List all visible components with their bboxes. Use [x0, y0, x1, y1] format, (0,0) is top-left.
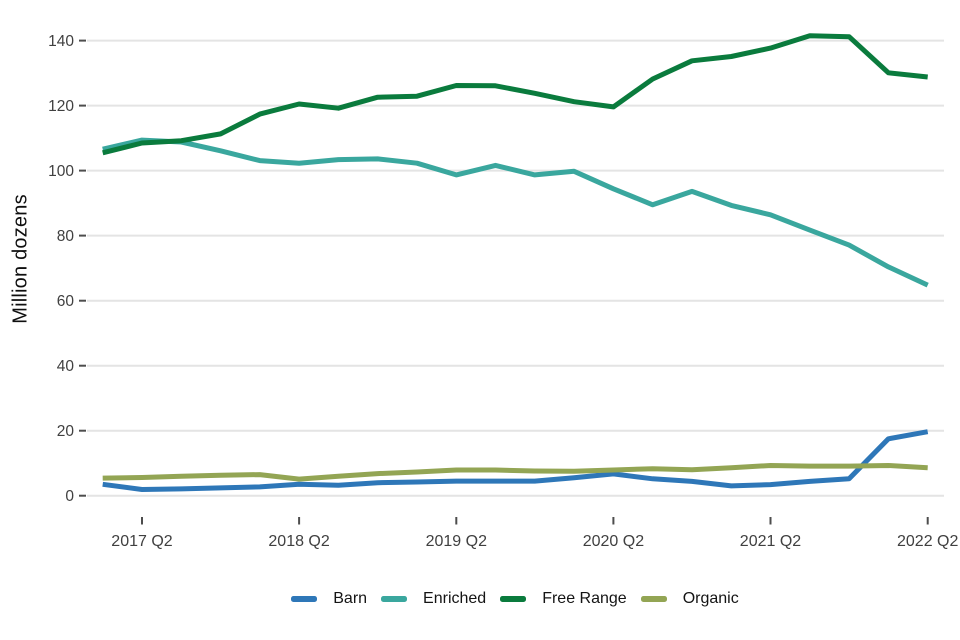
legend-swatch-barn	[291, 596, 318, 602]
legend-label-enriched: Enriched	[423, 590, 487, 607]
series-line-enriched	[102, 137, 929, 288]
x-tick-label: 2020 Q2	[583, 533, 644, 550]
y-tick-label: 100	[48, 163, 74, 180]
y-tick-label: 20	[57, 423, 75, 440]
x-tick-label: 2017 Q2	[111, 533, 172, 550]
series-line-organic	[102, 463, 928, 482]
y-tick-label: 140	[48, 33, 74, 50]
legend-item-organic: Organic	[640, 590, 739, 608]
y-tick-label: 60	[57, 293, 75, 310]
y-tick-label: 80	[57, 228, 75, 245]
legend-item-free-range: Free Range	[500, 590, 627, 608]
legend-swatch-free-range	[500, 596, 527, 602]
legend-label-free-range: Free Range	[542, 590, 627, 607]
x-tick-label: 2019 Q2	[426, 533, 487, 550]
series-line-free-range	[102, 33, 928, 156]
legend-item-enriched: Enriched	[381, 590, 486, 608]
y-tick-label: 120	[48, 98, 74, 115]
legend-item-barn: Barn	[291, 590, 367, 608]
legend-label-barn: Barn	[333, 590, 368, 607]
legend-swatch-organic	[640, 596, 667, 602]
legend-label-organic: Organic	[682, 590, 739, 607]
x-tick-label: 2018 Q2	[268, 533, 329, 550]
series-line-barn	[102, 429, 929, 492]
legend: Barn Enriched Free Range Organic	[86, 585, 944, 613]
x-tick-label: 2021 Q2	[740, 533, 801, 550]
y-tick-label: 40	[57, 358, 75, 375]
x-tick-label: 2022 Q2	[897, 533, 958, 550]
legend-swatch-enriched	[381, 596, 408, 602]
y-tick-label: 0	[65, 488, 74, 505]
